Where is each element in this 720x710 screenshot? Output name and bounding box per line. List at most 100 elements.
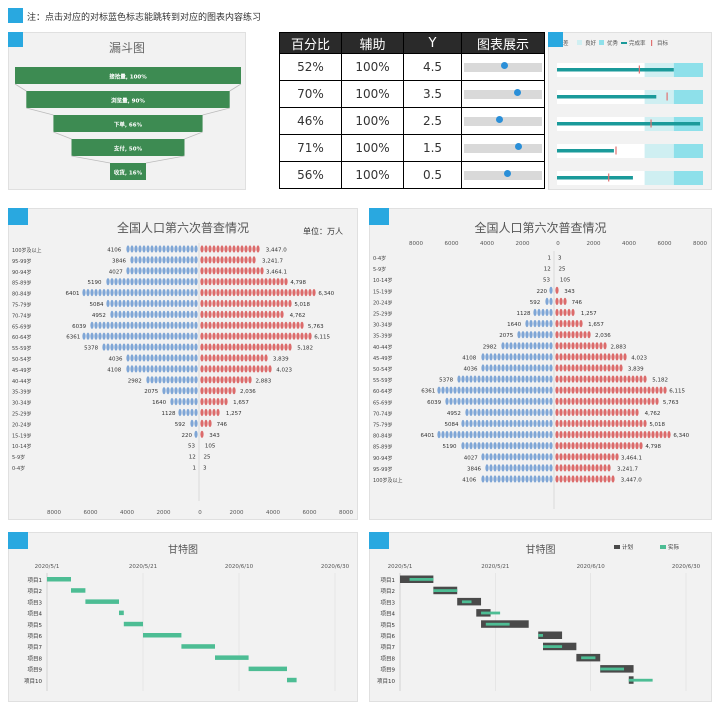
female-glyph xyxy=(571,331,575,339)
female-glyph xyxy=(216,278,220,286)
male-glyph xyxy=(142,299,146,308)
funnel-connector xyxy=(53,131,72,140)
male-value-label: 1128 xyxy=(516,311,530,317)
male-glyph xyxy=(186,354,190,362)
male-glyph xyxy=(501,397,505,405)
female-glyph xyxy=(595,342,599,350)
male-glyph xyxy=(501,464,505,472)
female-glyph xyxy=(276,299,280,308)
male-glyph xyxy=(549,297,553,305)
female-glyph xyxy=(204,267,208,275)
male-glyph xyxy=(517,431,521,439)
male-bar xyxy=(437,431,553,439)
male-glyph xyxy=(537,453,541,461)
x-tick-label: 2000 xyxy=(230,510,244,516)
note-marker[interactable] xyxy=(8,8,23,23)
female-glyph xyxy=(651,397,655,405)
bullet-link-marker[interactable] xyxy=(548,32,563,47)
male-value-label: 4952 xyxy=(92,313,106,319)
male-glyph xyxy=(166,245,170,253)
table-cell-chart xyxy=(461,107,545,135)
gantt2-link-marker[interactable] xyxy=(369,532,389,549)
male-glyph xyxy=(94,289,98,297)
female-glyph xyxy=(200,299,204,308)
female-glyph xyxy=(240,365,244,373)
male-glyph xyxy=(138,321,142,329)
pyramid1-link-marker[interactable] xyxy=(8,208,28,225)
female-glyph xyxy=(240,299,244,308)
male-glyph xyxy=(178,267,182,275)
male-glyph xyxy=(194,419,198,427)
female-glyph xyxy=(228,354,232,362)
male-glyph xyxy=(533,419,537,428)
male-glyph xyxy=(517,464,521,472)
female-glyph xyxy=(216,256,220,264)
project-label: 项目7 xyxy=(28,644,43,651)
male-glyph xyxy=(82,289,86,297)
gantt2-title: 甘特图 xyxy=(525,545,556,556)
female-glyph xyxy=(651,386,655,394)
female-glyph xyxy=(212,354,216,362)
male-glyph xyxy=(178,289,182,297)
female-glyph xyxy=(260,332,264,340)
male-glyph xyxy=(485,386,489,394)
female-value-label: 3,447.0 xyxy=(621,478,642,484)
female-glyph xyxy=(599,475,603,483)
female-glyph xyxy=(284,343,288,351)
pyramid2-link-marker[interactable] xyxy=(369,208,389,225)
male-bar xyxy=(82,332,198,340)
female-glyph xyxy=(591,375,595,383)
female-glyph xyxy=(587,419,591,428)
funnel-label: 浏览量, 90% xyxy=(111,97,145,105)
actual-bar xyxy=(581,656,596,660)
female-glyph xyxy=(264,321,268,329)
female-glyph xyxy=(212,256,216,264)
female-glyph xyxy=(555,397,559,405)
male-glyph xyxy=(509,397,513,405)
actual-bar xyxy=(538,634,543,637)
female-glyph xyxy=(264,332,268,340)
male-glyph xyxy=(86,289,90,297)
male-value-label: 3846 xyxy=(112,258,126,264)
male-glyph xyxy=(501,386,505,394)
gantt1-panel: 甘特图 2020/5/1 2020/5/21 2020/6/10 2020/6/30 项… xyxy=(8,532,358,702)
female-value-label: 1,257 xyxy=(226,411,242,417)
gantt1-link-marker[interactable] xyxy=(8,532,28,549)
male-glyph xyxy=(146,299,150,308)
female-glyph xyxy=(555,297,559,305)
actual-bar xyxy=(543,645,563,648)
male-glyph xyxy=(537,408,541,416)
male-glyph xyxy=(473,431,477,439)
female-glyph xyxy=(615,375,619,383)
x-tick-label: 4000 xyxy=(266,510,280,516)
male-glyph xyxy=(505,342,509,350)
female-glyph xyxy=(256,289,260,297)
male-glyph xyxy=(497,375,501,383)
male-glyph xyxy=(150,245,154,253)
female-glyph xyxy=(204,419,208,427)
data-table: 百分比 辅助 Y 图表展示 52% 100% 4.5 70% 100% 3.5 46% 100… xyxy=(279,32,545,189)
project-label: 项目10 xyxy=(377,678,395,685)
male-glyph xyxy=(142,310,146,318)
male-glyph xyxy=(190,299,194,308)
male-glyph xyxy=(90,321,94,329)
male-value-label: 5190 xyxy=(88,280,102,286)
female-glyph xyxy=(200,398,204,406)
female-glyph xyxy=(567,353,571,361)
female-glyph xyxy=(232,299,236,308)
female-glyph xyxy=(555,475,559,483)
male-glyph xyxy=(513,386,517,394)
male-glyph xyxy=(182,365,186,373)
funnel-chart: 接拾量, 100%浏览量, 90%下单, 66%支付, 50%收货, 16% xyxy=(14,67,242,180)
male-glyph xyxy=(126,267,130,275)
male-glyph xyxy=(150,256,154,264)
female-bar xyxy=(200,343,292,351)
male-glyph xyxy=(138,267,142,275)
female-value-label: 3,241.7 xyxy=(262,258,283,264)
funnel-link-marker[interactable] xyxy=(8,32,23,47)
male-glyph xyxy=(146,245,150,253)
female-glyph xyxy=(216,245,220,253)
male-glyph xyxy=(505,386,509,394)
female-glyph xyxy=(244,256,248,264)
female-value-label: 3,839 xyxy=(628,367,644,373)
